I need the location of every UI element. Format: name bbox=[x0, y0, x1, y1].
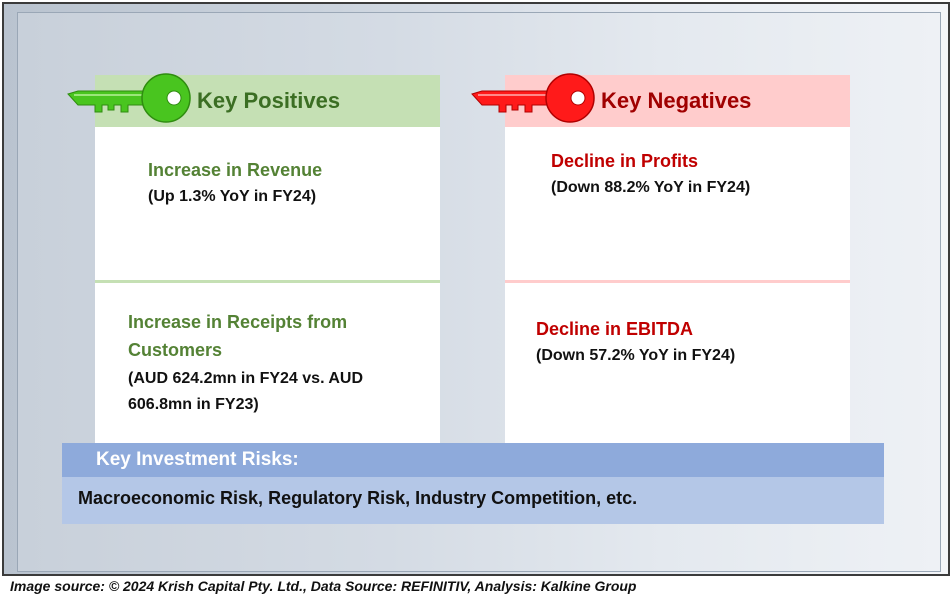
positives-heading: Key Positives bbox=[197, 88, 341, 113]
positive-card-receipts: Increase in Receipts from Customers (AUD… bbox=[95, 283, 440, 443]
red-key-icon bbox=[471, 73, 595, 123]
positive-item-title-line2: Customers bbox=[128, 340, 223, 360]
green-key-icon bbox=[67, 73, 191, 123]
risks-text: Macroeconomic Risk, Regulatory Risk, Ind… bbox=[78, 488, 638, 508]
positive-item-detail-line1: (AUD 624.2mn in FY24 vs. AUD bbox=[128, 370, 364, 387]
positive-item-detail-line2: 606.8mn in FY23) bbox=[128, 396, 259, 413]
risks-body: Macroeconomic Risk, Regulatory Risk, Ind… bbox=[62, 477, 884, 524]
negatives-heading: Key Negatives bbox=[601, 88, 752, 113]
negative-item-detail: (Down 88.2% YoY in FY24) bbox=[551, 179, 751, 196]
negative-card-profits: Decline in Profits (Down 88.2% YoY in FY… bbox=[505, 127, 850, 280]
risks-heading: Key Investment Risks: bbox=[96, 449, 299, 470]
positive-item-detail: (Up 1.3% YoY in FY24) bbox=[148, 188, 317, 205]
risks-header: Key Investment Risks: bbox=[62, 443, 884, 477]
positive-item-title: Increase in Revenue bbox=[148, 160, 323, 180]
negative-divider bbox=[505, 280, 850, 283]
image-source-footer: Image source: © 2024 Krish Capital Pty. … bbox=[10, 578, 637, 594]
negative-item-detail: (Down 57.2% YoY in FY24) bbox=[536, 347, 736, 364]
positive-divider bbox=[95, 280, 440, 283]
positive-card-revenue: Increase in Revenue (Up 1.3% YoY in FY24… bbox=[95, 127, 440, 280]
negative-item-title: Decline in EBITDA bbox=[536, 319, 694, 339]
positive-item-title-line1: Increase in Receipts from bbox=[128, 312, 348, 332]
negative-card-ebitda: Decline in EBITDA (Down 57.2% YoY in FY2… bbox=[505, 283, 850, 443]
negative-item-title: Decline in Profits bbox=[551, 151, 699, 171]
